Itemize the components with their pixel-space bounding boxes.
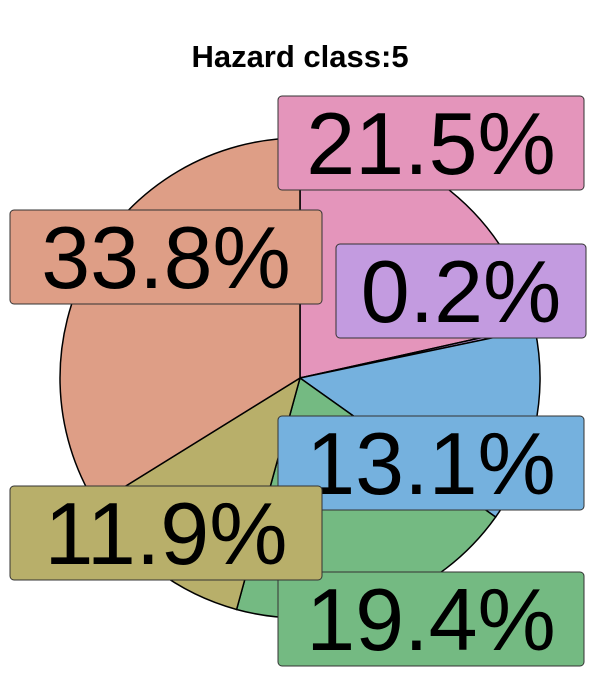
slice-label-box-2 xyxy=(335,243,587,339)
slice-label-text-2: 0.2% xyxy=(361,242,562,341)
slice-label-box-4 xyxy=(277,571,585,667)
slice-label-5: 11.9% xyxy=(9,484,323,583)
chart-title: Hazard class:5 xyxy=(191,39,408,74)
slice-label-text-5: 11.9% xyxy=(45,484,288,583)
slice-label-box-1 xyxy=(277,95,585,191)
slice-label-text-4: 19.4% xyxy=(306,570,556,669)
slice-label-text-3: 13.1% xyxy=(306,414,556,513)
slice-label-box-6 xyxy=(9,209,323,305)
slice-label-box-5 xyxy=(9,485,323,581)
slice-label-box-3 xyxy=(277,415,585,511)
slice-label-4: 19.4% xyxy=(277,570,585,669)
slice-label-2: 0.2% xyxy=(335,242,587,341)
slice-label-3: 13.1% xyxy=(277,414,585,513)
slice-label-text-6: 33.8% xyxy=(41,208,291,307)
slice-label-1: 21.5% xyxy=(277,94,585,193)
pie-labels: 21.5% 0.2% 13.1% 19.4%11.9% 33.8% xyxy=(9,94,587,669)
slice-label-text-1: 21.5% xyxy=(306,94,556,193)
slice-label-6: 33.8% xyxy=(9,208,323,307)
